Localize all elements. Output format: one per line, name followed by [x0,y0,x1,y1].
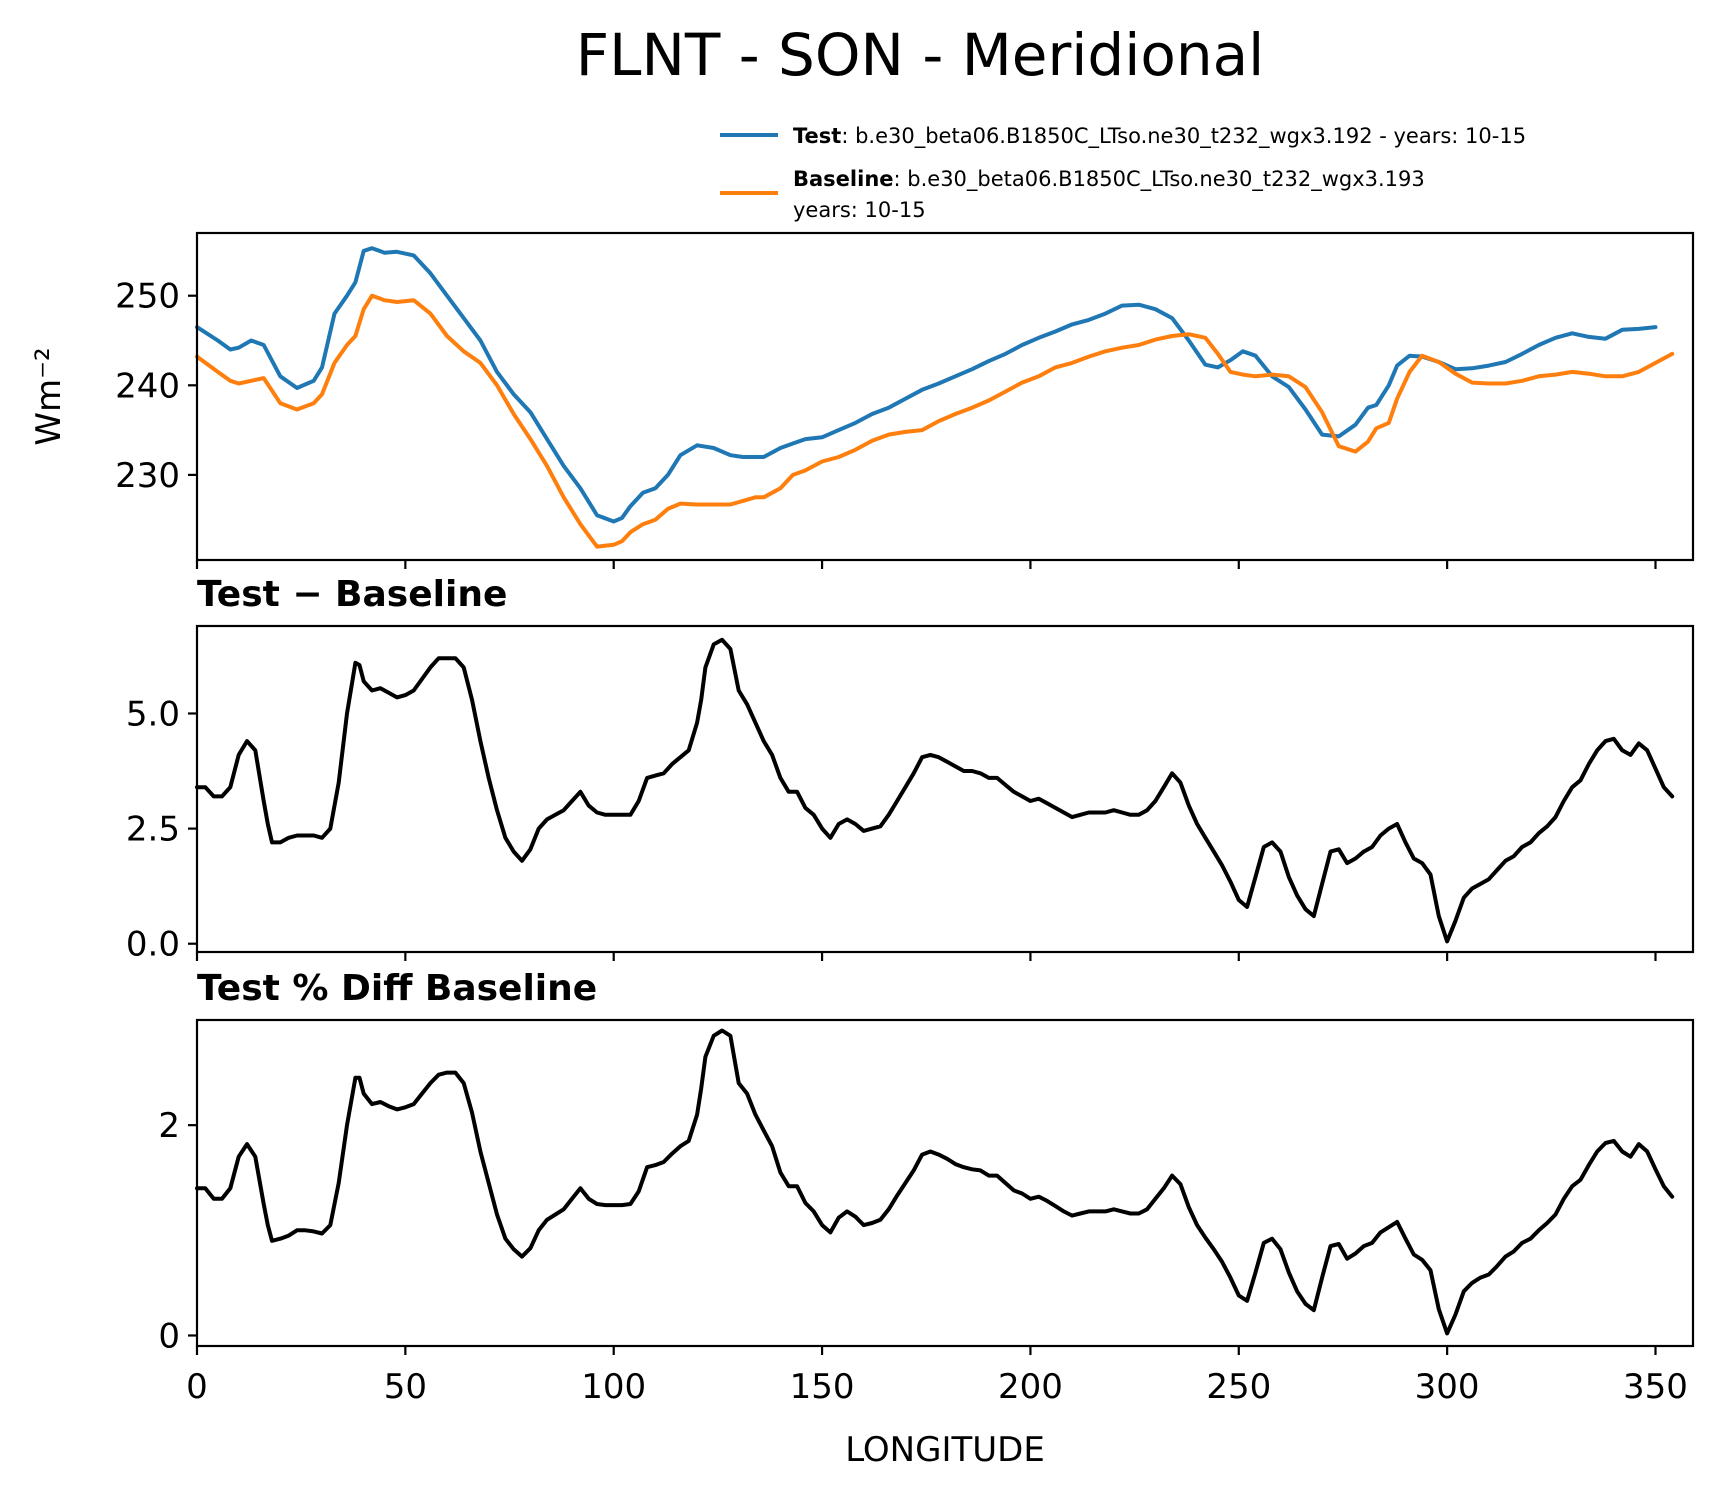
x-tick-label: 50 [384,1367,427,1407]
legend-baseline-desc2: years: 10-15 [793,198,926,222]
axes-frame [195,1018,1695,1348]
y-tick-label: 2 [158,1106,180,1146]
panel-title: Test − Baseline [197,574,507,615]
x-tick-label: 0 [186,1367,208,1407]
x-tick-label: 250 [1206,1367,1271,1407]
legend-baseline-name: Baseline [793,167,894,191]
panel-test-minus-baseline: 0.0 2.5 5.0 Test − Baseline [126,574,1695,965]
x-tick-label: 100 [581,1367,646,1407]
panel-mean-fields: 230 240 250 Wm⁻² [29,231,1695,569]
y-axis-label: Wm⁻² [29,347,69,445]
legend-test-desc: : b.e30_beta06.B1850C_LTso.ne30_t232_wgx… [841,124,1526,149]
axes-frame [195,624,1695,954]
series-line-baseline [195,293,1675,549]
legend-baseline-desc: : b.e30_beta06.B1850C_LTso.ne30_t232_wgx… [894,167,1425,192]
x-axis-label: LONGITUDE [845,1430,1045,1470]
y-tick-label: 250 [115,277,180,317]
panel-test-pct-diff-baseline: 0 2 0 50 100 150 200 250 300 350 Test % Diff Basel… [158,968,1695,1470]
y-tick-label: 5.0 [126,694,180,734]
y-tick-label: 0.0 [126,925,180,965]
axes-frame [195,231,1695,562]
legend-test-name: Test [793,124,841,148]
series-line-test-baseline [195,637,1675,944]
y-tick-label: 240 [115,366,180,406]
series-line-test-diff-baseline [195,1028,1675,1336]
y-tick-label: 230 [115,456,180,496]
y-tick-label: 2.5 [126,810,180,850]
y-tick-label: 0 [158,1316,180,1356]
panel-title: Test % Diff Baseline [197,968,597,1009]
x-tick-label: 300 [1415,1367,1480,1407]
series-line-test [195,246,1658,524]
x-tick-label: 150 [790,1367,855,1407]
figure-title: FLNT - SON - Meridional [576,21,1264,89]
x-tick-label: 200 [998,1367,1063,1407]
legend-baseline-label: Baseline: b.e30_beta06.B1850C_LTso.ne30_… [793,167,1425,192]
legend: Test: b.e30_beta06.B1850C_LTso.ne30_t232… [720,124,1526,222]
x-tick-label: 350 [1623,1367,1688,1407]
legend-test-label: Test: b.e30_beta06.B1850C_LTso.ne30_t232… [793,124,1526,149]
